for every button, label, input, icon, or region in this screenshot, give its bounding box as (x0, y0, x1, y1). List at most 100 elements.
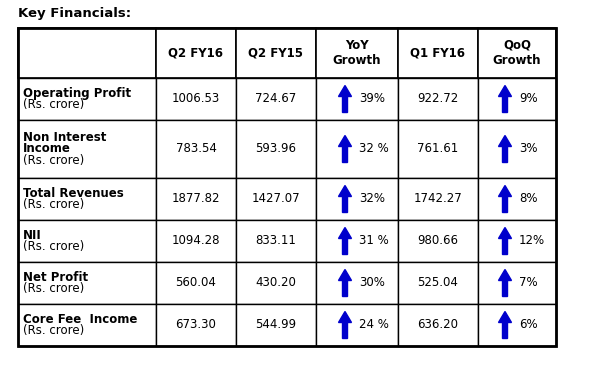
Text: 544.99: 544.99 (255, 319, 296, 332)
Bar (316, 178, 398, 220)
Polygon shape (499, 185, 512, 213)
Text: 32%: 32% (359, 192, 385, 206)
Text: 3%: 3% (519, 142, 537, 156)
Bar (18, 304, 156, 346)
Polygon shape (499, 311, 512, 339)
Bar (316, 78, 398, 120)
Text: 430.20: 430.20 (256, 276, 296, 289)
Bar (18, 78, 156, 120)
Text: 1006.53: 1006.53 (172, 93, 220, 106)
Bar (156, 78, 236, 120)
Polygon shape (339, 85, 352, 113)
Bar (478, 178, 556, 220)
Text: 12%: 12% (519, 235, 545, 248)
Polygon shape (339, 270, 352, 297)
Text: 1094.28: 1094.28 (172, 235, 220, 248)
Bar (398, 178, 478, 220)
Bar (478, 262, 556, 304)
Bar (316, 28, 398, 78)
Text: (Rs. crore): (Rs. crore) (23, 154, 84, 167)
Bar (156, 120, 236, 178)
Text: 7%: 7% (519, 276, 538, 289)
Bar (236, 78, 316, 120)
Bar (18, 28, 556, 346)
Text: Net Profit: Net Profit (23, 271, 88, 284)
Text: (Rs. crore): (Rs. crore) (23, 240, 84, 253)
Polygon shape (339, 311, 352, 339)
Text: Non Interest: Non Interest (23, 131, 107, 144)
Text: QoQ
Growth: QoQ Growth (493, 39, 541, 67)
Bar (398, 120, 478, 178)
Text: 31 %: 31 % (359, 235, 389, 248)
Text: Q2 FY15: Q2 FY15 (249, 47, 303, 60)
Text: 724.67: 724.67 (255, 93, 297, 106)
Text: 980.66: 980.66 (418, 235, 459, 248)
Bar (236, 304, 316, 346)
Bar (398, 304, 478, 346)
Text: 8%: 8% (519, 192, 537, 206)
Text: (Rs. crore): (Rs. crore) (23, 98, 84, 111)
Bar (236, 120, 316, 178)
Bar (316, 220, 398, 262)
Bar (156, 262, 236, 304)
Bar (478, 120, 556, 178)
Text: 24 %: 24 % (359, 319, 389, 332)
Text: 636.20: 636.20 (418, 319, 459, 332)
Bar (236, 220, 316, 262)
Bar (156, 178, 236, 220)
Bar (316, 120, 398, 178)
Bar (156, 304, 236, 346)
Text: 922.72: 922.72 (417, 93, 459, 106)
Text: 525.04: 525.04 (418, 276, 458, 289)
Bar (316, 262, 398, 304)
Bar (18, 28, 156, 78)
Text: Operating Profit: Operating Profit (23, 87, 131, 100)
Bar (398, 28, 478, 78)
Polygon shape (499, 270, 512, 297)
Polygon shape (499, 85, 512, 113)
Text: 593.96: 593.96 (255, 142, 296, 156)
Bar (398, 220, 478, 262)
Text: 6%: 6% (519, 319, 538, 332)
Bar (478, 78, 556, 120)
Text: 1877.82: 1877.82 (172, 192, 220, 206)
Text: 761.61: 761.61 (417, 142, 459, 156)
Polygon shape (339, 228, 352, 254)
Bar (398, 262, 478, 304)
Text: NII: NII (23, 229, 42, 242)
Text: 39%: 39% (359, 93, 385, 106)
Text: Core Fee  Income: Core Fee Income (23, 313, 137, 326)
Text: 30%: 30% (359, 276, 385, 289)
Text: 783.54: 783.54 (176, 142, 217, 156)
Bar (156, 28, 236, 78)
Bar (156, 220, 236, 262)
Text: 673.30: 673.30 (176, 319, 217, 332)
Bar (18, 178, 156, 220)
Text: 560.04: 560.04 (176, 276, 217, 289)
Bar (316, 304, 398, 346)
Bar (236, 262, 316, 304)
Text: 9%: 9% (519, 93, 538, 106)
Text: Total Revenues: Total Revenues (23, 187, 124, 200)
Text: 833.11: 833.11 (256, 235, 296, 248)
Text: YoY
Growth: YoY Growth (333, 39, 381, 67)
Polygon shape (339, 185, 352, 213)
Bar (236, 178, 316, 220)
Polygon shape (499, 135, 512, 163)
Text: 32 %: 32 % (359, 142, 389, 156)
Bar (18, 220, 156, 262)
Text: Q2 FY16: Q2 FY16 (168, 47, 224, 60)
Text: (Rs. crore): (Rs. crore) (23, 324, 84, 337)
Bar (478, 220, 556, 262)
Polygon shape (499, 228, 512, 254)
Text: 1427.07: 1427.07 (252, 192, 300, 206)
Bar (236, 28, 316, 78)
Bar (18, 120, 156, 178)
Text: Income: Income (23, 142, 71, 156)
Text: 1742.27: 1742.27 (414, 192, 462, 206)
Bar (398, 78, 478, 120)
Text: (Rs. crore): (Rs. crore) (23, 282, 84, 295)
Bar (478, 304, 556, 346)
Polygon shape (339, 135, 352, 163)
Text: (Rs. crore): (Rs. crore) (23, 198, 84, 211)
